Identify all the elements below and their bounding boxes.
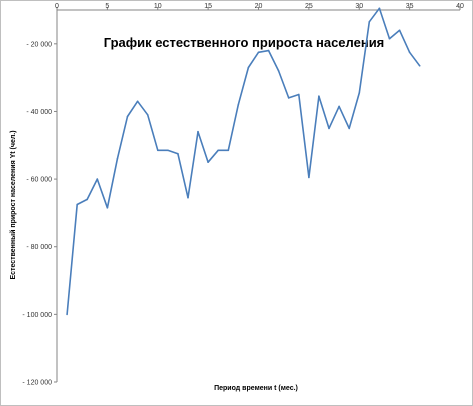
x-tick-label: 30 — [355, 3, 363, 10]
y-tick-label: - 120 000 — [22, 380, 52, 387]
data-point — [86, 198, 88, 201]
x-tick-label: 15 — [204, 3, 212, 10]
data-point — [227, 149, 230, 152]
data-point — [338, 105, 340, 108]
chart-title: График естественного прироста населения — [104, 35, 385, 50]
data-point — [197, 130, 199, 133]
data-point — [66, 313, 68, 316]
data-point — [368, 21, 371, 23]
data-point — [287, 97, 290, 99]
data-point — [277, 70, 280, 72]
data-point — [378, 7, 381, 10]
data-point — [388, 37, 391, 40]
data-point — [116, 158, 119, 160]
x-tick-label: 35 — [406, 3, 414, 10]
y-tick-labels: - 20 000 - 40 000 - 60 000 - 80 000 - 100 00… — [22, 41, 57, 387]
data-point — [348, 127, 351, 130]
data-point — [358, 92, 361, 94]
data-point — [257, 51, 260, 54]
x-tick-label: 20 — [255, 3, 263, 10]
data-point — [398, 29, 401, 32]
x-axis-label: Период времени t (мес.) — [214, 385, 298, 392]
x-tick-label: 10 — [154, 3, 162, 10]
data-point — [308, 176, 310, 179]
y-tick-label: - 80 000 — [26, 244, 52, 251]
data-point — [328, 127, 330, 130]
y-tick-label: - 100 000 — [22, 312, 52, 319]
y-tick-label: - 20 000 — [26, 41, 52, 48]
series-group — [66, 7, 421, 316]
data-point — [167, 149, 169, 152]
data-point — [136, 100, 139, 103]
data-point — [217, 149, 219, 152]
data-point — [106, 207, 109, 209]
data-point — [96, 178, 99, 180]
data-point — [418, 65, 421, 67]
x-tick-label: 0 — [55, 3, 59, 10]
data-point — [177, 152, 179, 155]
data-point — [298, 93, 300, 96]
x-tick-label: 5 — [105, 3, 109, 10]
data-point — [146, 114, 149, 116]
data-point — [157, 149, 159, 152]
x-tick-labels: 0 5 10 15 20 25 30 35 40 — [55, 3, 464, 10]
data-point — [126, 115, 129, 118]
x-tick-label: 40 — [456, 3, 464, 10]
data-point — [76, 203, 78, 206]
y-tick-label: - 60 000 — [26, 177, 52, 184]
data-point — [187, 196, 189, 199]
data-point — [318, 95, 320, 97]
data-point — [267, 49, 270, 52]
data-point — [408, 51, 411, 54]
data-point — [237, 103, 240, 106]
y-tick-label: - 40 000 — [26, 109, 52, 116]
series-line — [66, 7, 421, 315]
data-point — [207, 161, 209, 163]
y-axis-label: Естественный прирост населения Yt (чел.) — [9, 130, 17, 279]
x-tick-label: 25 — [305, 3, 313, 10]
data-point — [247, 66, 250, 69]
